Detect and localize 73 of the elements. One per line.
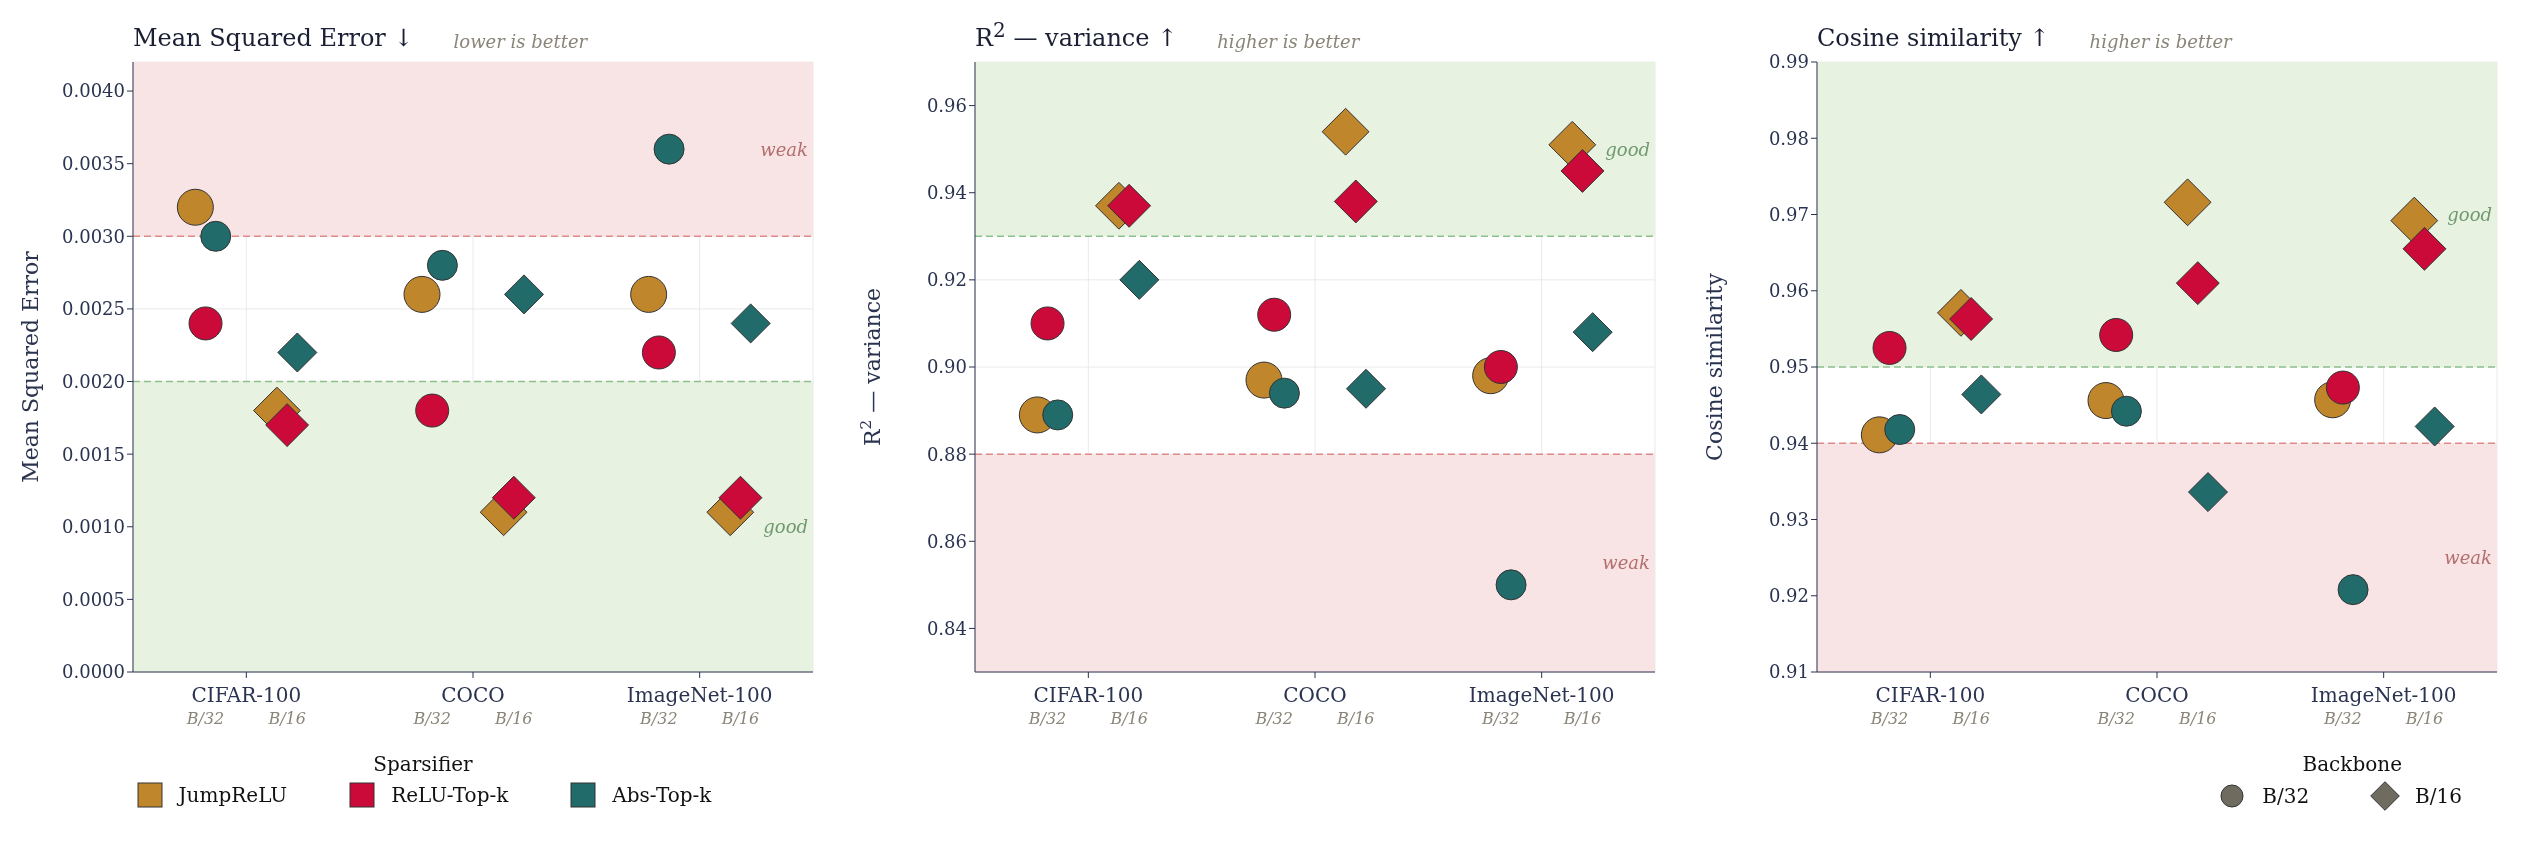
- text: B/32: [2323, 709, 2362, 728]
- y-tick-label: 0.92: [926, 269, 967, 291]
- y-tick-label: 0.88: [926, 443, 967, 465]
- text: B/16: [720, 709, 760, 728]
- band-label: weak: [760, 138, 808, 160]
- text: B/16: [1109, 709, 1148, 728]
- text: B/32: [639, 709, 678, 728]
- y-tick-label: 0.0025: [62, 298, 125, 320]
- y-tick-label: 0.90: [926, 356, 967, 378]
- y-tick-label: 0.86: [926, 530, 967, 552]
- text: B/16: [1951, 709, 1990, 728]
- text: B/32: [412, 709, 451, 728]
- y-tick-label: 0.0000: [62, 661, 125, 683]
- legend-title: Sparsifier: [373, 752, 473, 776]
- text: B/32: [1254, 709, 1293, 728]
- y-tick-label: 0.0015: [62, 443, 125, 465]
- y-tick-label: 0.92: [1768, 585, 1809, 607]
- legend-title: Backbone: [2302, 752, 2402, 776]
- y-tick-label: 0.0035: [62, 153, 125, 175]
- y-tick-label: 0.96: [926, 94, 967, 116]
- y-tick-label: 0.91: [1768, 661, 1809, 683]
- band-label: weak: [1602, 552, 1650, 574]
- y-tick-label: 0.93: [1768, 508, 1809, 530]
- text: B/16: [267, 709, 306, 728]
- chart-title: Cosine similarity ↑: [1817, 24, 2050, 52]
- x-tick-label: COCO: [1283, 683, 1347, 707]
- y-tick-label: 0.99: [1768, 51, 1809, 73]
- chart-subtitle: higher is better: [1217, 31, 1360, 52]
- legend-label: ReLU-Top-k: [391, 783, 509, 807]
- text: B/32: [1027, 709, 1067, 728]
- chart-subtitle: higher is better: [2089, 31, 2232, 52]
- y-axis-title: Mean Squared Error: [18, 250, 43, 483]
- band-label: good: [763, 516, 808, 538]
- y-tick-label: 0.96: [1768, 280, 1809, 302]
- chart-subtitle: lower is better: [453, 31, 588, 52]
- y-tick-label: 0.0010: [62, 516, 125, 538]
- y-tick-label: 0.0020: [62, 370, 125, 392]
- text: B/32: [2262, 784, 2310, 808]
- y-tick-label: 0.94: [926, 182, 967, 204]
- y-tick-label: 0.95: [1768, 356, 1809, 378]
- band-label: weak: [2444, 547, 2492, 569]
- legend-label: JumpReLU: [178, 783, 288, 807]
- y-tick-label: 0.0005: [62, 588, 125, 610]
- text: B/16: [1336, 709, 1375, 728]
- y-tick-label: 0.84: [926, 617, 967, 639]
- y-axis-title: Cosine similarity: [1702, 272, 1727, 461]
- text: B/16: [1562, 709, 1602, 728]
- x-tick-label: ImageNet-100: [1468, 683, 1615, 707]
- y-tick-label: 0.98: [1768, 127, 1809, 149]
- x-tick-label: COCO: [441, 683, 505, 707]
- band-label: good: [2447, 203, 2492, 225]
- legend-label: Abs-Top-k: [612, 783, 712, 807]
- x-tick-label: ImageNet-100: [626, 683, 773, 707]
- text: B/32: [1481, 709, 1520, 728]
- text: B/32: [2096, 709, 2135, 728]
- chart-title: R$^{2}$ — variance ↑: [975, 18, 1178, 52]
- x-tick-label: CIFAR-100: [1875, 683, 1986, 707]
- y-tick-label: 0.0040: [62, 80, 125, 102]
- text: B/16: [2404, 709, 2444, 728]
- x-tick-label: CIFAR-100: [1033, 683, 1144, 707]
- text: B/32: [185, 709, 225, 728]
- y-tick-label: 0.97: [1768, 203, 1809, 225]
- text: B/16: [2178, 709, 2217, 728]
- x-tick-label: COCO: [2125, 683, 2189, 707]
- chart-title: Mean Squared Error ↓: [133, 24, 414, 52]
- x-tick-label: CIFAR-100: [191, 683, 302, 707]
- y-tick-label: 0.94: [1768, 432, 1809, 454]
- text: B/32: [1869, 709, 1909, 728]
- x-tick-label: ImageNet-100: [2310, 683, 2457, 707]
- text: B/16: [2415, 784, 2462, 808]
- text: B/16: [494, 709, 533, 728]
- band-label: good: [1605, 138, 1650, 160]
- y-tick-label: 0.0030: [62, 225, 125, 247]
